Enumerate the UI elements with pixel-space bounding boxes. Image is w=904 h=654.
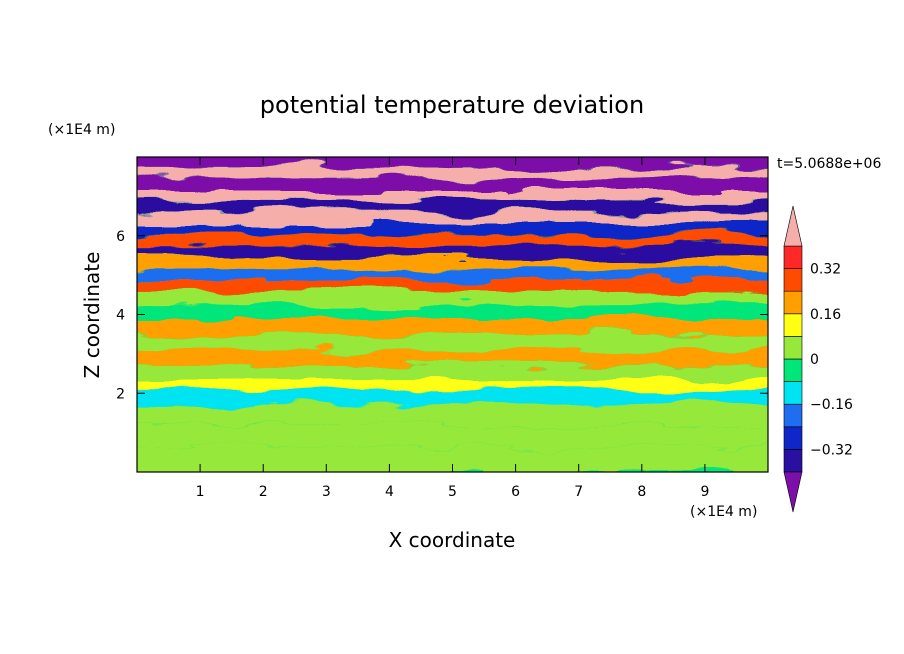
x-tick-label: 7 <box>574 484 583 500</box>
contour-band <box>137 334 768 350</box>
colorbar-segment <box>783 403 803 428</box>
contour-band <box>137 390 768 405</box>
contour-band <box>137 200 768 213</box>
y-axis: 2 4 6 <box>116 229 768 402</box>
x-unit-label: (×1E4 m) <box>690 504 757 520</box>
x-tick-label: 8 <box>637 484 646 500</box>
x-tick-label: 6 <box>511 484 520 500</box>
contour-band <box>137 189 768 201</box>
x-tick-label: 3 <box>322 484 331 500</box>
colorbar-label: 0.16 <box>810 307 841 323</box>
colorbar-extend-max <box>783 205 803 247</box>
colorbar-segment <box>783 313 803 337</box>
y-unit-label: (×1E4 m) <box>48 122 115 138</box>
colorbar-label: 0 <box>810 352 819 368</box>
contour-band <box>137 318 768 335</box>
x-axis-title: X coordinate <box>389 528 516 552</box>
contour-band <box>137 424 768 448</box>
contour-band <box>137 212 768 224</box>
colorbar-segment <box>783 268 803 292</box>
colorbar-segment <box>783 381 803 405</box>
contour-band <box>137 349 768 366</box>
colorbar: 0.32 0.16 0 −0.16 −0.32 <box>783 205 853 513</box>
y-tick-label: 4 <box>116 308 125 324</box>
x-tick-label: 4 <box>385 484 394 500</box>
chart-title: potential temperature deviation <box>260 91 644 119</box>
colorbar-segment <box>783 426 803 450</box>
contour-band <box>137 291 768 305</box>
x-axis: 1 2 3 4 5 6 7 8 9 <box>196 157 709 500</box>
colorbar-segment <box>783 358 803 382</box>
contour-band <box>137 304 768 319</box>
colorbar-label: −0.16 <box>810 397 853 413</box>
contour-band <box>137 178 768 190</box>
x-tick-label: 5 <box>448 484 457 500</box>
x-tick-label: 2 <box>259 484 268 500</box>
contour-band <box>137 404 768 425</box>
colorbar-extend-min <box>783 471 803 513</box>
colorbar-segment <box>783 336 803 360</box>
y-tick-label: 6 <box>116 229 125 245</box>
contour-band <box>137 167 768 179</box>
y-axis-title: Z coordinate <box>80 252 104 379</box>
contour-band <box>137 379 768 391</box>
contour-band <box>137 234 768 246</box>
y-tick-label: 2 <box>116 386 125 402</box>
colorbar-label: −0.32 <box>810 442 853 458</box>
x-tick-label: 1 <box>196 484 205 500</box>
time-label: t=5.0688e+06 <box>777 156 881 172</box>
colorbar-segment <box>783 449 803 473</box>
colorbar-segment <box>783 290 803 315</box>
contour-band <box>137 257 768 270</box>
contour-band <box>137 365 768 380</box>
colorbar-label: 0.32 <box>810 262 841 278</box>
contour-field <box>137 157 768 472</box>
contour-band <box>137 280 768 292</box>
contour-band <box>137 269 768 281</box>
contour-band <box>137 223 768 235</box>
contour-band <box>137 245 768 258</box>
x-tick-label: 9 <box>700 484 709 500</box>
colorbar-segment <box>783 245 803 269</box>
